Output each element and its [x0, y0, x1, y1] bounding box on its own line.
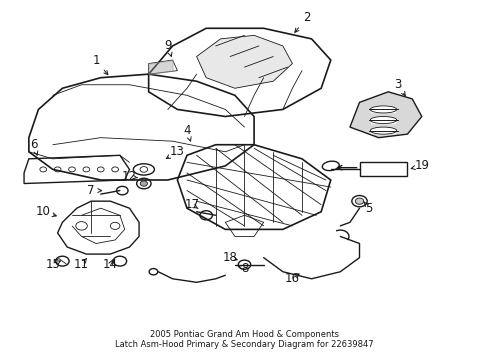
Text: 1: 1	[92, 54, 100, 67]
Text: 9: 9	[164, 40, 171, 53]
Text: 8: 8	[240, 262, 248, 275]
Text: 7: 7	[87, 184, 95, 197]
Text: 13: 13	[170, 145, 184, 158]
Text: 2005 Pontiac Grand Am Hood & Components: 2005 Pontiac Grand Am Hood & Components	[150, 330, 338, 339]
Polygon shape	[349, 92, 421, 138]
Ellipse shape	[369, 127, 396, 134]
Text: 10: 10	[36, 205, 51, 218]
Text: 19: 19	[413, 159, 428, 172]
Text: 15: 15	[45, 258, 60, 271]
Bar	[359, 162, 407, 176]
Circle shape	[140, 181, 147, 186]
Text: 5: 5	[365, 202, 372, 215]
Text: 12: 12	[122, 170, 137, 183]
Text: 3: 3	[393, 78, 401, 91]
Text: 14: 14	[102, 258, 118, 271]
Text: 11: 11	[74, 258, 89, 271]
Text: 4: 4	[183, 124, 190, 137]
Text: Latch Asm-Hood Primary & Secondary Diagram for 22639847: Latch Asm-Hood Primary & Secondary Diagr…	[115, 339, 373, 348]
Ellipse shape	[369, 106, 396, 113]
Text: 16: 16	[285, 272, 299, 285]
Text: 6: 6	[30, 138, 37, 151]
Ellipse shape	[369, 117, 396, 123]
Text: 18: 18	[222, 251, 237, 264]
Circle shape	[355, 198, 363, 204]
Text: 17: 17	[184, 198, 199, 211]
Polygon shape	[196, 35, 292, 88]
Text: 2: 2	[303, 11, 310, 24]
